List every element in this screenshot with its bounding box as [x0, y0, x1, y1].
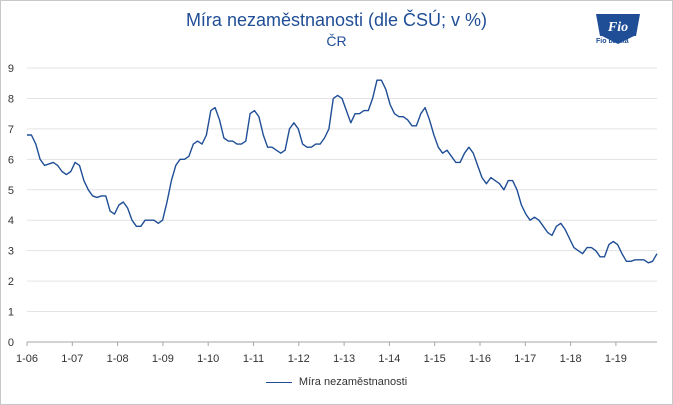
y-tick-label: 8	[8, 93, 14, 105]
y-tick-label: 3	[8, 246, 14, 258]
x-tick-label: 1-11	[243, 353, 264, 365]
y-tick-label: 7	[8, 124, 14, 136]
y-tick-label: 9	[8, 63, 14, 75]
y-tick-label: 2	[8, 276, 14, 288]
x-tick-label: 1-17	[514, 353, 536, 365]
legend-label: Míra nezaměstnanosti	[298, 376, 408, 388]
x-tick-label: 1-09	[152, 353, 174, 365]
chart-subtitle: ČR	[326, 33, 347, 49]
y-tick-label: 0	[8, 337, 14, 349]
x-tick-label: 1-14	[378, 353, 400, 365]
x-axis-ticks: 1-06 1-07 1-08 1-09 1-10 1-11 1-12 1-13 1-14 1-15…	[16, 342, 627, 365]
x-tick-label: 1-12	[288, 353, 310, 365]
logo-brand: Fio	[607, 20, 628, 35]
legend-swatch	[265, 381, 292, 383]
x-tick-label: 1-08	[107, 353, 129, 365]
y-tick-label: 4	[8, 215, 14, 227]
x-tick-label: 1-07	[61, 353, 83, 365]
logo-caption: Fio banka	[596, 38, 629, 45]
x-tick-label: 1-06	[16, 353, 38, 365]
y-tick-label: 5	[8, 185, 14, 197]
x-tick-label: 1-15	[424, 353, 446, 365]
series-line	[27, 79, 658, 264]
y-tick-label: 1	[8, 307, 14, 319]
x-tick-label: 1-19	[605, 353, 627, 365]
x-tick-label: 1-13	[333, 353, 355, 365]
y-tick-label: 6	[8, 154, 14, 166]
chart-title: Míra nezaměstnanosti (dle ČSÚ; v %)	[185, 10, 488, 30]
x-tick-label: 1-10	[197, 353, 219, 365]
series-group	[27, 79, 658, 264]
legend: Míra nezaměstnanosti	[0, 376, 673, 388]
x-tick-label: 1-16	[469, 353, 491, 365]
y-axis-ticks: 0 1 2 3 4 5 6 7 8 9	[8, 63, 14, 349]
fio-logo-icon: Fio	[596, 14, 640, 44]
grid-lines	[27, 67, 657, 343]
x-tick-label: 1-18	[560, 353, 582, 365]
